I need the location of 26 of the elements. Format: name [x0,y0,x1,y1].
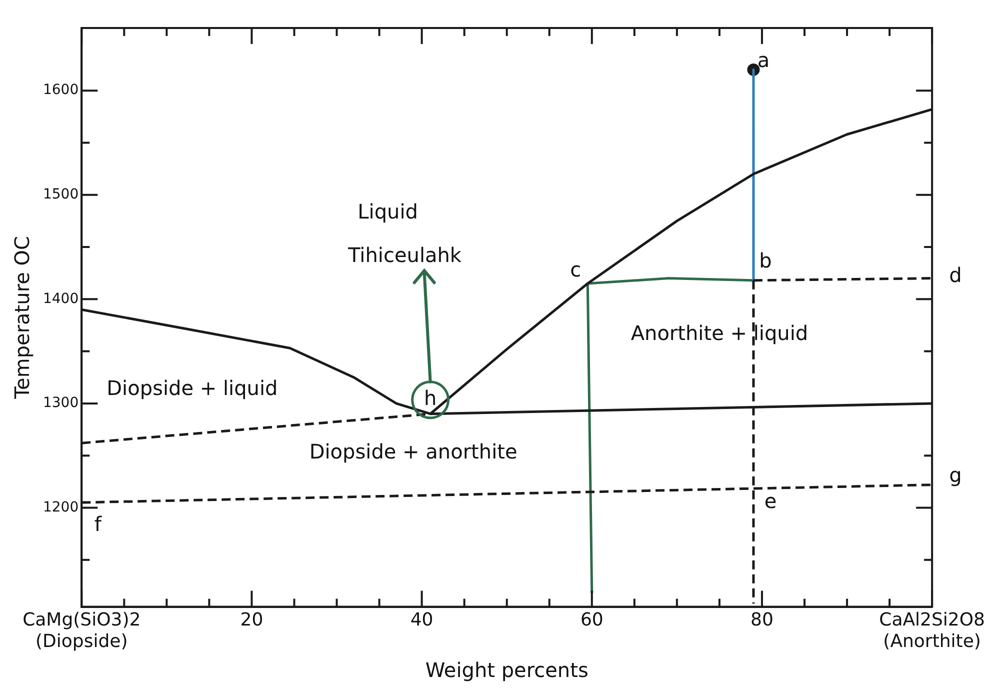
annotation: Anorthite + liquid [630,320,808,345]
x-tick-label: 20 [240,609,264,630]
annotation: Diopside + anorthite [309,440,518,464]
x-tick-label: CaMg(SiO3)2 (Diopside) [22,609,141,652]
annotation: Diopside + liquid [106,376,278,400]
x-tick-label: CaAl2Si2O8 (Anorthite) [879,609,986,652]
y-tick-label: 1500 [42,186,79,202]
x-tick-label: 80 [750,609,774,630]
annotation: f [94,512,102,536]
annotation: h [424,386,437,410]
text: d [949,263,962,288]
y-tick-label: 1600 [42,82,79,98]
annotation: a [757,48,770,72]
annotation: b [759,248,772,273]
y-tick-label: 1200 [42,499,79,516]
annotation: e [764,488,777,513]
annotation: Tihiceulahk [347,242,462,267]
y-axis-title: Temperature OC [10,236,34,400]
y-tick-label: 1400 [42,290,79,307]
x-tick-label: 60 [580,609,604,630]
annotation: Liquid [358,199,418,224]
x-axis-title: Weight percents [425,658,588,682]
x-tick-label: 40 [410,609,434,630]
y-tick-label: 1300 [42,395,79,412]
annotation: c [570,258,582,282]
text: g [949,462,962,487]
